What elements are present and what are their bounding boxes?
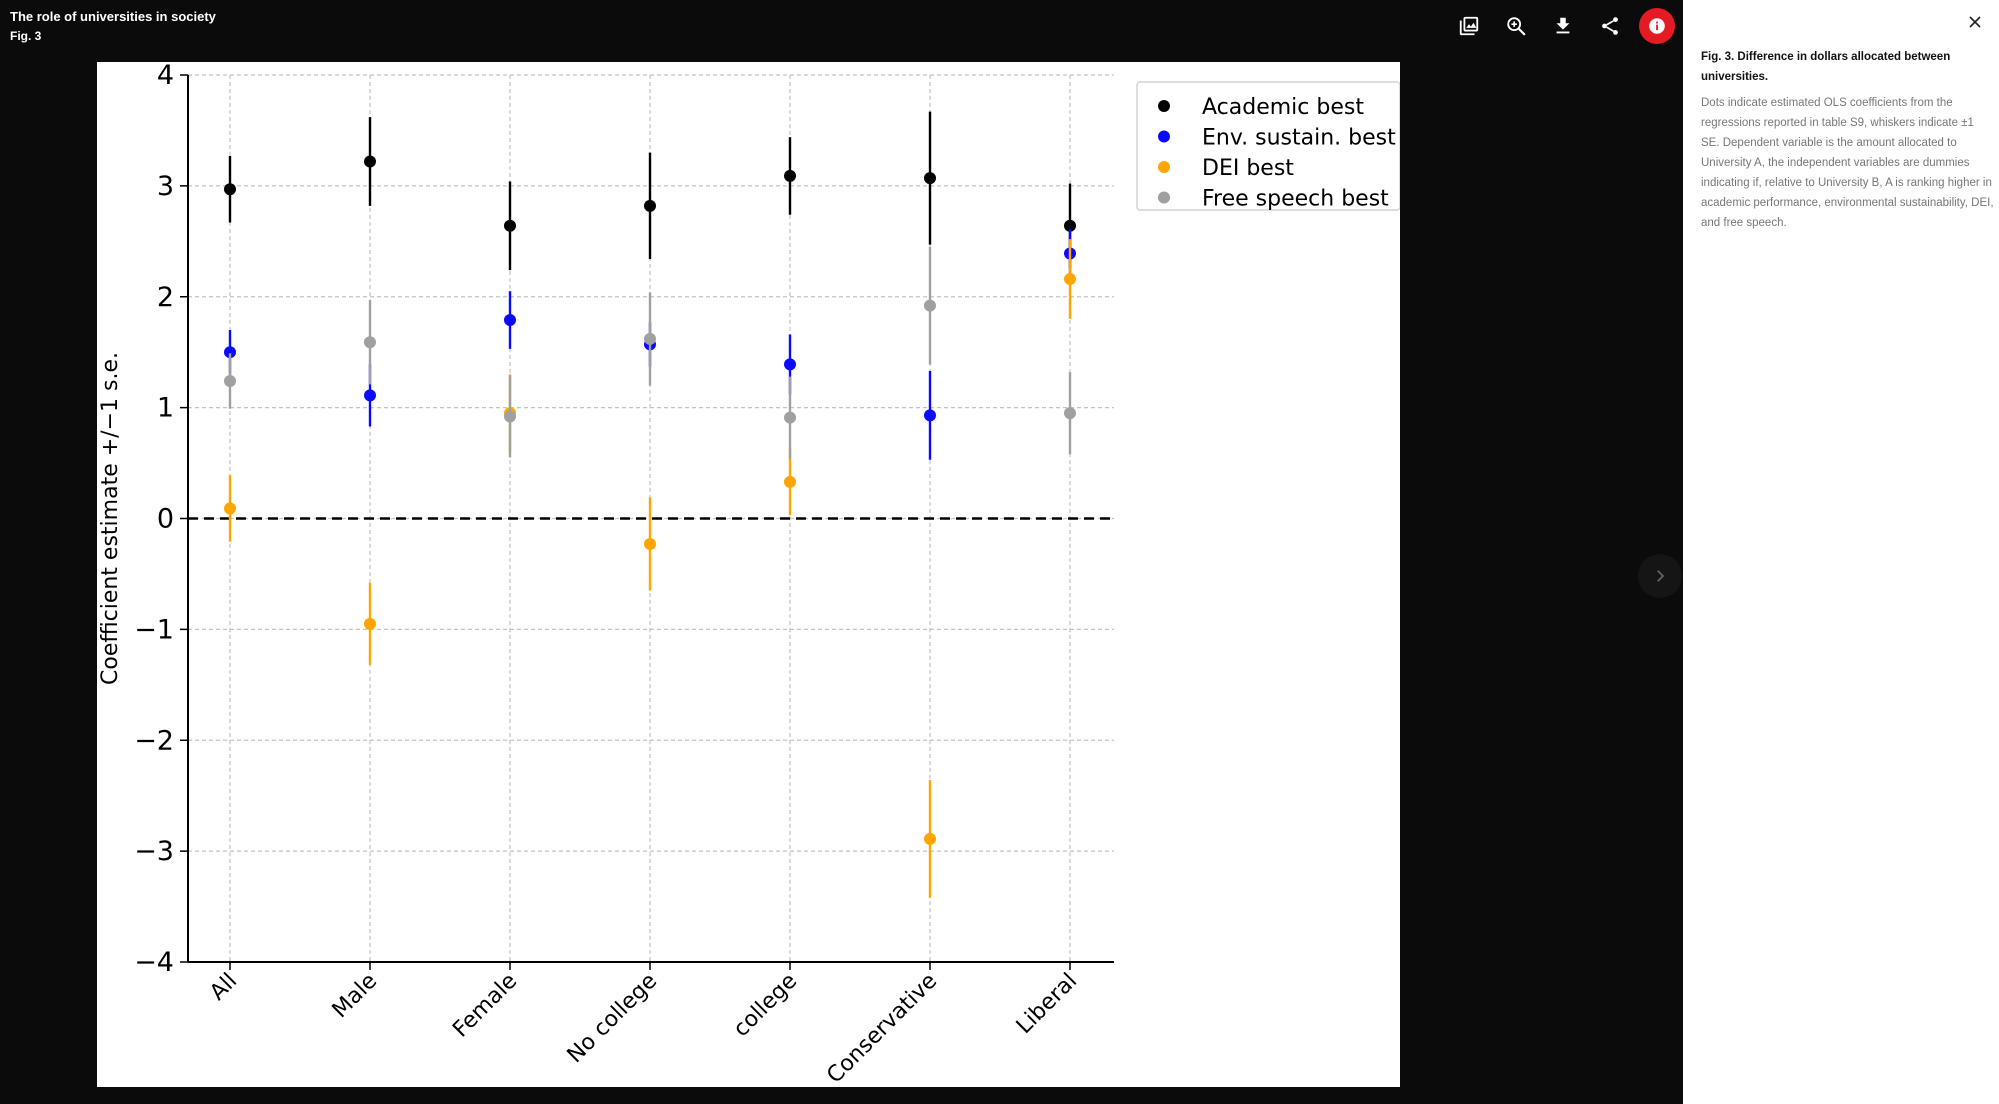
legend-marker <box>1158 130 1170 143</box>
data-point <box>784 411 796 424</box>
x-tick-label: college <box>729 969 802 1042</box>
data-point <box>504 314 516 327</box>
zoom-in-button[interactable] <box>1498 8 1534 44</box>
next-figure-button[interactable] <box>1638 554 1682 598</box>
y-tick-label: −2 <box>134 725 174 756</box>
data-point <box>504 410 516 423</box>
y-tick-label: 3 <box>157 171 174 202</box>
info-button[interactable] <box>1639 8 1675 44</box>
y-tick-label: −3 <box>134 836 174 867</box>
data-point <box>364 336 376 349</box>
legend-marker <box>1158 161 1170 173</box>
data-point <box>224 183 236 196</box>
y-tick-label: 4 <box>157 62 174 91</box>
data-point <box>784 169 796 182</box>
data-point <box>364 155 376 168</box>
data-point <box>924 172 936 185</box>
caption-title: Fig. 3. Difference in dollars allocated … <box>1701 51 1951 83</box>
download-button[interactable] <box>1545 8 1581 44</box>
share-button[interactable] <box>1592 8 1628 44</box>
legend-label: Academic best <box>1202 95 1364 120</box>
viewer-header: The role of universities in society Fig.… <box>10 8 216 47</box>
y-tick-label: 0 <box>157 504 174 535</box>
y-tick-label: −4 <box>134 947 174 978</box>
data-point <box>784 475 796 488</box>
data-point <box>644 538 656 551</box>
data-point <box>364 389 376 402</box>
image-button[interactable] <box>1451 8 1487 44</box>
data-point <box>1064 407 1076 420</box>
coefficient-chart: −4 −3 −2 −1 0 1 2 3 4 All Male Female No college coll… <box>98 62 1400 1087</box>
data-point <box>924 832 936 845</box>
legend-label: DEI best <box>1202 156 1294 181</box>
close-button[interactable] <box>1963 10 1987 34</box>
data-point <box>1064 273 1076 286</box>
caption-panel: Fig. 3. Difference in dollars allocated … <box>1683 0 1999 1104</box>
y-axis-label: Coefficient estimate +/−1 s.e. <box>98 352 123 685</box>
y-tick-label: 1 <box>157 393 174 424</box>
x-tick-label: Conservative <box>822 969 942 1087</box>
data-point <box>924 299 936 312</box>
share-icon <box>1602 17 1618 35</box>
data-point <box>224 502 236 515</box>
image-icon <box>1459 16 1479 36</box>
figure-label: Fig. 3 <box>10 29 42 43</box>
figure-image: −4 −3 −2 −1 0 1 2 3 4 All Male Female No college coll… <box>97 62 1400 1087</box>
x-tick-label: Male <box>328 969 383 1024</box>
article-title: The role of universities in society <box>10 9 216 24</box>
data-point <box>644 332 656 345</box>
data-point <box>924 409 936 422</box>
data-point <box>784 358 796 371</box>
legend-box <box>1136 81 1400 211</box>
y-tick-label: 2 <box>157 282 174 313</box>
x-tick-label: All <box>205 969 242 1006</box>
info-icon <box>1649 18 1665 34</box>
data-point <box>1064 219 1076 232</box>
close-icon <box>1969 16 1981 28</box>
y-tick-label: −1 <box>134 614 174 645</box>
x-tick-label: No college <box>563 969 663 1069</box>
caption-body: Dots indicate estimated OLS coefficients… <box>1701 97 1994 229</box>
legend-marker <box>1158 100 1170 112</box>
data-point <box>644 199 656 212</box>
data-point <box>224 375 236 388</box>
legend-label: Env. sustain. best <box>1202 126 1396 151</box>
data-point <box>224 346 236 359</box>
chevron-right-icon <box>1657 570 1665 582</box>
zoom-in-icon <box>1507 17 1526 36</box>
legend-marker <box>1158 191 1170 204</box>
data-point <box>364 617 376 630</box>
x-tick-label: Female <box>448 969 522 1043</box>
download-icon <box>1556 17 1570 34</box>
legend-label: Free speech best <box>1202 187 1389 212</box>
figure-viewer: The role of universities in society Fig.… <box>10 8 1682 1087</box>
viewer-toolbar <box>1440 8 1675 44</box>
x-tick-label: Liberal <box>1012 969 1082 1039</box>
data-point <box>504 219 516 232</box>
